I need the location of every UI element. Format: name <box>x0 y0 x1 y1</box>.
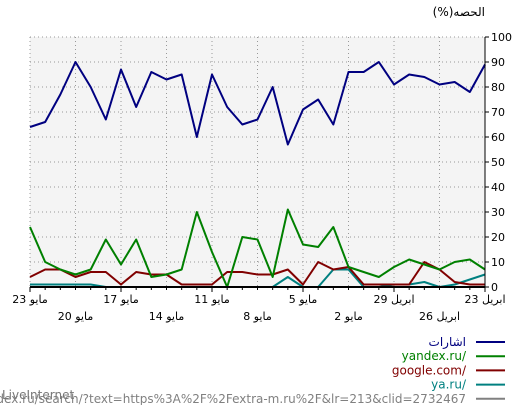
x-tick-label: 8 مايو <box>243 310 272 323</box>
series-line <box>29 261 485 286</box>
x-tick-label: 29 ابريل <box>373 293 414 306</box>
x-tick-label: 2 مايو <box>334 310 363 323</box>
y-tick-label: 90 <box>491 56 505 69</box>
y-tick-label: 70 <box>491 106 505 119</box>
y-tick-labels: 0 10 20 30 40 50 60 70 80 90 100 <box>491 31 512 294</box>
y-tick-label: 20 <box>491 231 505 244</box>
x-tick-label: 17 مايو <box>103 293 139 306</box>
y-tick-label: 10 <box>491 256 505 269</box>
x-tick-labels: 23 مايو 17 مايو 11 مايو 5 مايو 29 ابريل 23 اب… <box>12 293 505 323</box>
y-tick-label: 30 <box>491 206 505 219</box>
legend-label: yandex.ru/ <box>402 349 467 363</box>
axes <box>29 36 489 292</box>
series-line <box>29 208 486 288</box>
footer-brand: LiveInternet <box>2 388 74 402</box>
legend-label: اشارات <box>429 335 466 350</box>
y-tick-label: 80 <box>491 81 505 94</box>
x-tick-label: 5 مايو <box>289 293 318 306</box>
legend-label: google.com/ <box>392 363 467 377</box>
x-tick-label: 23 مايو <box>12 293 48 306</box>
y-tick-label: 60 <box>491 131 505 144</box>
x-tick-label: 26 ابريل <box>419 310 460 323</box>
y-tick-label: 100 <box>491 31 512 44</box>
x-tick-label: 11 مايو <box>194 293 230 306</box>
x-tick-label: 23 ابريل <box>464 293 505 306</box>
x-tick-label: 20 مايو <box>58 310 94 323</box>
legend: اشاراتyandex.ru/google.com/ya.ru/yandex.… <box>0 335 505 405</box>
series-line <box>29 61 486 146</box>
legend-label: yandex.ru/search/?text=https%3A%2F%2Fext… <box>0 392 466 405</box>
y-tick-label: 40 <box>491 181 505 194</box>
legend-label: ya.ru/ <box>431 378 467 392</box>
y-tick-label: 0 <box>491 281 498 294</box>
y-axis-title: (%)الحصه <box>433 5 485 19</box>
y-tick-label: 50 <box>491 156 505 169</box>
x-tick-label: 14 مايو <box>149 310 185 323</box>
